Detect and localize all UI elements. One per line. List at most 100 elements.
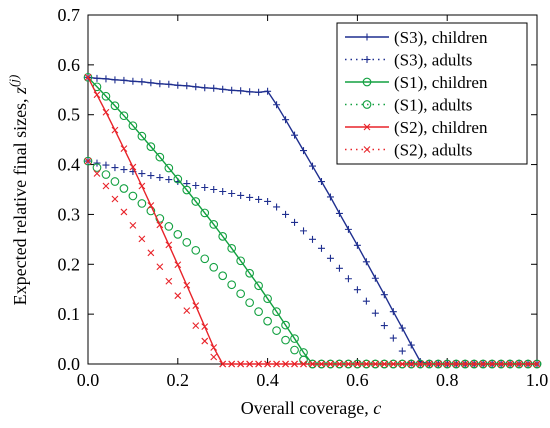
data-point (84, 73, 92, 81)
data-point (210, 344, 218, 351)
x-tick-label: 0.2 (167, 370, 190, 390)
legend-label: (S3), children (394, 28, 488, 47)
data-point (353, 241, 361, 249)
data-point (407, 360, 415, 368)
data-point (218, 232, 228, 241)
y-axis-title: Expected relative final sizes, z(j) (6, 75, 30, 306)
data-point (155, 214, 165, 223)
data-point (111, 126, 119, 134)
legend-marker (363, 123, 371, 131)
data-point (488, 360, 496, 368)
data-point (120, 145, 128, 153)
data-point (111, 164, 119, 172)
legend-label: (S2), children (394, 118, 488, 137)
y-tick-label: 0.5 (58, 105, 81, 125)
data-point (497, 360, 505, 368)
data-point (192, 83, 200, 91)
data-point (191, 245, 201, 255)
data-point (291, 360, 298, 368)
data-point (200, 254, 210, 264)
data-point (228, 86, 236, 94)
data-point (102, 161, 110, 169)
data-point (389, 308, 397, 316)
data-point (309, 360, 316, 368)
data-point (425, 360, 433, 368)
data-point (255, 195, 263, 203)
data-point (533, 360, 541, 368)
data-point (245, 268, 254, 278)
data-point (318, 360, 325, 368)
legend-label: (S2), adults (394, 141, 472, 160)
data-point (147, 79, 155, 87)
data-point (299, 355, 308, 365)
data-point (192, 182, 200, 190)
data-point (102, 182, 110, 190)
data-point (371, 360, 379, 368)
data-point (515, 360, 523, 368)
data-point (273, 101, 281, 109)
data-point (389, 334, 397, 342)
legend-marker (363, 56, 371, 63)
data-point (155, 152, 165, 162)
data-point (353, 286, 361, 294)
data-point (129, 77, 137, 85)
data-point (272, 307, 281, 317)
data-point (345, 360, 352, 368)
data-point (255, 360, 263, 368)
data-point (156, 263, 164, 271)
data-point (237, 87, 245, 95)
data-point (182, 237, 192, 247)
data-point (246, 360, 254, 368)
data-point (164, 163, 174, 173)
data-point (300, 147, 308, 155)
data-point (102, 75, 110, 83)
data-point (237, 191, 245, 199)
data-point (93, 170, 101, 177)
data-point (138, 78, 146, 86)
data-point (246, 193, 254, 201)
data-point (200, 208, 210, 218)
y-tick-label: 0.1 (58, 304, 81, 324)
data-point (273, 360, 280, 368)
data-point (309, 235, 316, 243)
data-point (210, 84, 218, 92)
data-point (461, 360, 469, 368)
data-point (336, 360, 343, 368)
x-tick-label: 0.0 (77, 370, 100, 390)
data-point (183, 82, 191, 90)
data-point (246, 88, 254, 96)
data-point (192, 302, 200, 310)
data-point (173, 174, 183, 184)
data-point (210, 353, 218, 361)
data-point (398, 360, 406, 368)
data-point (263, 316, 272, 326)
data-point (84, 157, 92, 165)
legend-label: (S1), children (394, 73, 488, 92)
data-point (129, 222, 137, 229)
data-point (245, 298, 254, 308)
data-point (470, 360, 478, 368)
data-point (264, 197, 272, 205)
data-point (92, 163, 102, 172)
x-tick-label: 0.8 (436, 370, 459, 390)
data-point (219, 360, 227, 368)
data-point (335, 264, 343, 272)
data-point (192, 322, 200, 329)
data-point (219, 85, 227, 93)
data-point (281, 320, 290, 330)
data-point (236, 256, 246, 266)
data-point (237, 360, 245, 368)
data-point (354, 360, 361, 368)
data-point (326, 254, 334, 262)
data-point (272, 326, 281, 335)
data-point (228, 189, 236, 197)
data-point (264, 87, 272, 95)
data-point (255, 88, 263, 96)
data-point (335, 209, 343, 217)
data-point (254, 281, 263, 291)
data-point (201, 337, 209, 345)
data-point (165, 80, 173, 88)
x-tick-label: 1.0 (526, 370, 549, 390)
data-point (443, 360, 451, 368)
